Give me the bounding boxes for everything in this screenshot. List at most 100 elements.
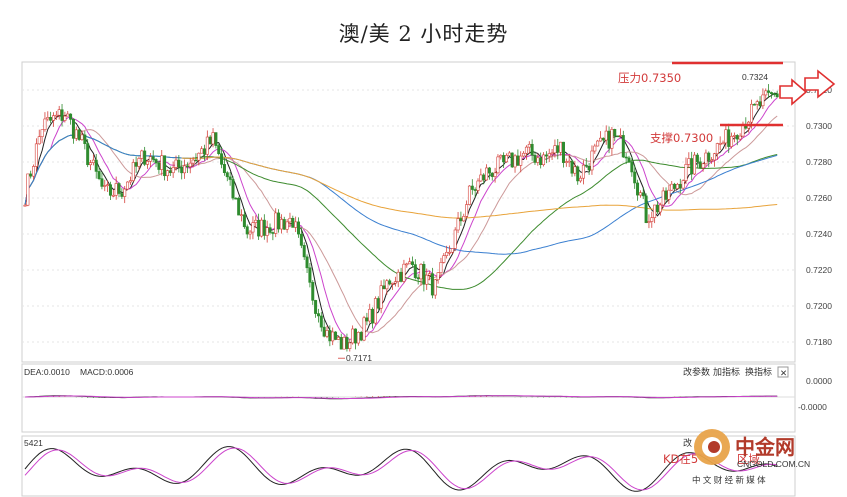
candle-body xyxy=(564,161,568,163)
candle-body xyxy=(108,184,112,196)
candle-body xyxy=(373,298,377,324)
candle-body xyxy=(146,161,150,165)
candle-body xyxy=(593,145,597,152)
candle-body xyxy=(718,143,722,145)
candle-body xyxy=(154,159,158,164)
candle-body xyxy=(134,162,138,167)
candle-body xyxy=(279,219,283,230)
candle-body xyxy=(638,192,642,196)
candle-body xyxy=(721,142,725,145)
indicator-button[interactable]: 换指标 xyxy=(745,366,772,378)
candle-body xyxy=(579,177,583,182)
candle-body xyxy=(544,154,548,157)
indicator-button[interactable]: 改参数 xyxy=(683,366,710,378)
candle-body xyxy=(83,134,87,144)
candle-body xyxy=(91,159,95,163)
candle-body xyxy=(51,115,55,121)
candle-body xyxy=(37,136,41,145)
y-tick-label: 0.7200 xyxy=(806,301,832,311)
candle-body xyxy=(633,171,637,184)
candle-body xyxy=(393,281,397,284)
candle-body xyxy=(351,328,355,344)
candle-body xyxy=(485,167,489,181)
candle-body xyxy=(294,221,298,228)
candle-body xyxy=(490,172,494,177)
candle-body xyxy=(710,159,714,162)
candle-body xyxy=(487,167,491,174)
candle-body xyxy=(410,261,414,265)
candle-body xyxy=(137,158,141,167)
candle-body xyxy=(644,195,648,223)
brand-tagline: 中 文 财 经 新 媒 体 xyxy=(692,475,766,485)
candle-body xyxy=(462,216,466,222)
candle-body xyxy=(32,166,36,177)
candle-body xyxy=(63,115,67,121)
candle-body xyxy=(168,170,172,174)
candle-body xyxy=(772,93,776,96)
candle-body xyxy=(715,143,719,155)
arrow-icon xyxy=(804,69,836,99)
candle-body xyxy=(368,308,372,322)
candle-body xyxy=(371,308,375,324)
candle-body xyxy=(222,164,226,173)
candle-body xyxy=(570,160,574,174)
candle-body xyxy=(248,231,252,235)
candle-body xyxy=(345,337,349,349)
ma-line-ma-slow xyxy=(24,115,778,334)
candle-body xyxy=(502,155,506,163)
candle-body xyxy=(402,263,406,282)
indicator-button[interactable]: 加指标 xyxy=(713,366,740,378)
candle-body xyxy=(467,185,471,205)
candle-body xyxy=(365,317,369,322)
macd-value-label: MACD:0.0006 xyxy=(80,367,134,377)
close-button[interactable] xyxy=(777,366,789,378)
candle-body xyxy=(271,232,275,234)
candle-body xyxy=(433,279,437,296)
candle-body xyxy=(442,255,446,263)
candle-body xyxy=(590,150,594,171)
candle-body xyxy=(596,140,600,147)
candle-body xyxy=(601,137,605,141)
candle-body xyxy=(627,157,631,163)
candle-body xyxy=(171,167,175,174)
candle-body xyxy=(755,101,759,105)
candle-body xyxy=(436,272,440,281)
candle-body xyxy=(459,218,463,222)
candle-body xyxy=(445,251,449,256)
macd-y-tick: 0.0000 xyxy=(806,376,832,386)
candle-body xyxy=(687,158,691,165)
candle-body xyxy=(214,132,218,146)
candle-body xyxy=(348,342,352,349)
candle-body xyxy=(698,161,702,169)
candle-body xyxy=(234,197,238,200)
candle-body xyxy=(750,103,754,123)
candle-body xyxy=(97,171,101,179)
candle-body xyxy=(165,170,169,177)
candle-body xyxy=(391,282,395,285)
candle-body xyxy=(123,188,127,197)
candle-body xyxy=(624,156,628,159)
candle-body xyxy=(533,154,537,163)
brand-name: 中金网 xyxy=(735,435,795,459)
kd-annotation: KD在5 xyxy=(663,452,698,466)
candle-body xyxy=(655,204,659,213)
candle-body xyxy=(479,174,483,182)
candle-body xyxy=(587,165,591,171)
candle-body xyxy=(71,119,75,139)
y-tick-label: 0.7260 xyxy=(806,193,832,203)
candle-body xyxy=(100,178,104,187)
arrow-icon xyxy=(779,78,808,106)
candle-body xyxy=(476,180,480,191)
candle-body xyxy=(542,154,546,166)
candle-body xyxy=(559,141,563,153)
candle-body xyxy=(519,155,523,166)
candle-body xyxy=(114,183,118,196)
candle-body xyxy=(362,317,366,341)
candle-body xyxy=(336,337,340,340)
candle-body xyxy=(470,185,474,190)
candle-body xyxy=(140,150,144,159)
candle-body xyxy=(262,219,266,236)
candle-body xyxy=(328,330,332,342)
candle-body xyxy=(302,245,306,258)
